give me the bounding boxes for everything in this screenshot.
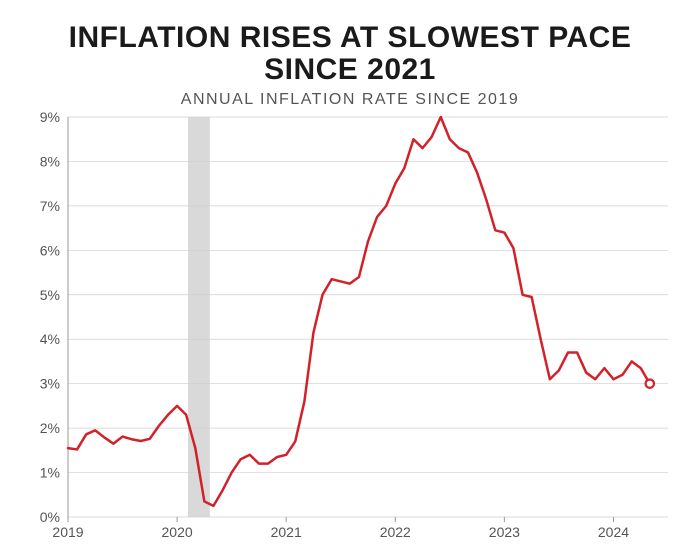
- recession-band: [188, 117, 210, 517]
- y-axis-tick-label: 7%: [40, 198, 60, 214]
- inflation-line-chart: 0% 1% 2% 3% 4% 5% 6% 7% 8% 9% 2019 2020 2021 2022 2023…: [20, 109, 680, 545]
- x-axis-tick-label: 2022: [380, 524, 411, 540]
- x-axis-tick-label: 2021: [271, 524, 302, 540]
- x-axis-tick-label: 2024: [598, 524, 629, 540]
- y-axis-tick-label: 8%: [40, 153, 60, 169]
- chart-svg: 0% 1% 2% 3% 4% 5% 6% 7% 8% 9% 2019 2020 2021 2022 2023…: [20, 109, 680, 545]
- chart-subtitle: ANNUAL INFLATION RATE SINCE 2019: [20, 91, 680, 109]
- x-axis-tick-label: 2019: [52, 524, 83, 540]
- y-axis-tick-label: 6%: [40, 242, 60, 258]
- y-axis-tick-label: 2%: [40, 420, 60, 436]
- y-axis-tick-label: 5%: [40, 287, 60, 303]
- x-axis-tick-label: 2023: [489, 524, 520, 540]
- chart-title: INFLATION RISES AT SLOWEST PACE SINCE 20…: [20, 22, 680, 85]
- y-axis-tick-label: 9%: [40, 109, 60, 125]
- y-axis-tick-label: 3%: [40, 376, 60, 392]
- y-axis-tick-label: 1%: [40, 465, 60, 481]
- y-axis-tick-label: 0%: [40, 509, 60, 525]
- y-axis-tick-label: 4%: [40, 331, 60, 347]
- x-axis-tick-label: 2020: [162, 524, 193, 540]
- series-end-marker: [646, 379, 654, 387]
- inflation-series-line: [68, 117, 650, 506]
